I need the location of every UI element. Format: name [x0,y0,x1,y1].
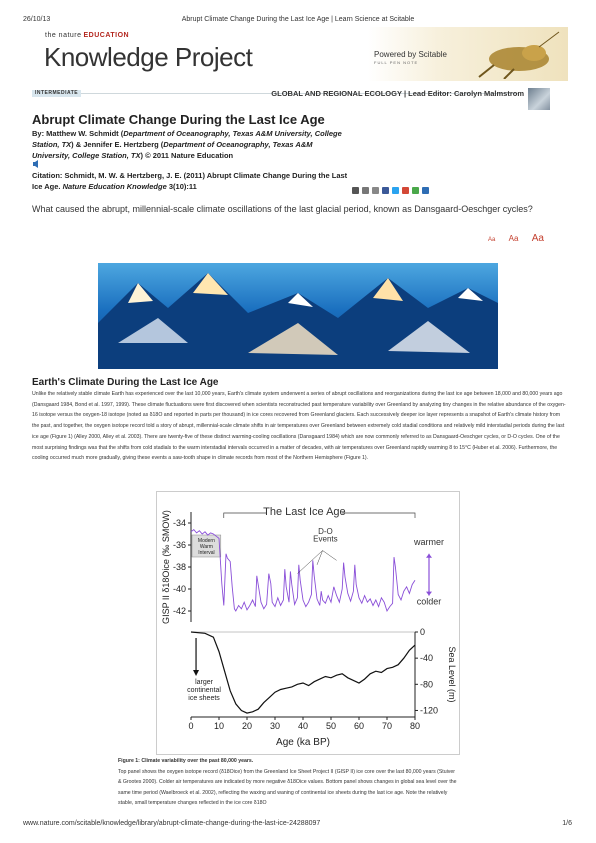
print-page-title: Abrupt Climate Change During the Last Ic… [181,16,415,23]
figure-1: -34 -36 -38 -40 -42 0 -40 -80 -120 0 10 20 30 40 50 6… [156,491,460,755]
article-title: Abrupt Climate Change During the Last Ic… [32,112,325,127]
twitter-icon[interactable] [392,187,399,194]
do-pointer-2 [322,550,337,561]
meta-rule [32,93,518,94]
x-axis-label: Age (ka BP) [276,737,330,748]
do-pointer-1 [316,550,323,565]
warmer-label: warmer [413,537,444,547]
upper-ylabel: GISP II δ18Oice (‰ SMOW) [161,510,171,624]
audio-icon[interactable] [32,160,40,168]
delicious-icon[interactable] [422,187,429,194]
font-small-button[interactable]: Aa [487,237,496,243]
isotope-series-line [190,528,416,613]
level-badge: INTERMEDIATE [32,90,81,97]
caption-label: Figure 1: Climate variability over the p… [118,758,254,764]
lower-tick-label-1: -40 [420,653,433,663]
section-heading: Earth's Climate During the Last Ice Age [32,377,219,388]
climate-chart: -34 -36 -38 -40 -42 0 -40 -80 -120 0 10 20 30 40 50 6… [161,506,457,748]
subject-link[interactable]: GLOBAL AND REGIONAL ECOLOGY [271,89,402,98]
modern-label-2: Warm [200,544,213,550]
footer-page-number: 1/6 [562,820,572,827]
x-tick-label-0: 0 [188,721,193,731]
lead-editor[interactable]: Lead Editor: Carolyn Malmstrom [408,89,524,98]
subject-line: GLOBAL AND REGIONAL ECOLOGY | Lead Edito… [271,89,524,98]
lower-tick-label-3: -120 [420,705,438,715]
upper-tick-label-3: -40 [173,584,186,594]
section-paragraph: Unlike the relatively stable climate Ear… [32,391,566,462]
x-axis: 0 10 20 30 40 50 60 70 80 [188,716,420,731]
email-icon[interactable] [372,187,379,194]
x-tick-label-1: 10 [214,721,224,731]
x-tick-label-5: 50 [326,721,336,731]
editor-avatar[interactable] [528,88,550,110]
mountain-illustration [98,273,498,369]
x-tick-label-4: 40 [298,721,308,731]
modern-label-3: Interval [198,550,214,556]
upper-panel: -34 -36 -38 -40 -42 [173,508,432,622]
article-authors: By: Matthew W. Schmidt (Department of Oc… [32,129,342,160]
brand-small: the nature EDUCATION [45,32,130,39]
lead-question: What caused the abrupt, millennial-scale… [32,204,533,214]
print-icon[interactable] [362,187,369,194]
do-label-line2: Events [313,535,337,544]
do-label-line1: D-O [318,527,333,536]
colder-label: colder [417,596,442,606]
powered-sub: FULL PEN NOTE [374,60,419,65]
x-tick-label-2: 20 [242,721,252,731]
lower-tick-label-2: -80 [420,679,433,689]
last-ice-age-label: The Last Ice Age [263,506,346,518]
x-tick-label-6: 60 [354,721,364,731]
glacier-aerial-photo [98,263,498,369]
lower-tick-label-0: 0 [420,627,425,637]
x-tick-label-8: 80 [410,721,420,731]
upper-tick-label-0: -34 [173,518,186,528]
footer-url: www.nature.com/scitable/knowledge/librar… [23,820,321,827]
site-banner[interactable]: the nature EDUCATION Knowledge Project P… [32,27,568,81]
brand-title: Knowledge Project [44,42,253,72]
author2-affiliation: Department of Oceanography, Texas A&M Un… [32,140,313,160]
modern-label-1: Modern [198,538,215,544]
facebook-icon[interactable] [382,187,389,194]
x-tick-label-3: 30 [270,721,280,731]
font-medium-button[interactable]: Aa [508,234,519,243]
font-size-controls: Aa Aa Aa [488,228,544,246]
lower-panel: 0 -40 -80 -120 [190,627,438,717]
figure-caption: Figure 1: Climate variability over the p… [118,756,458,809]
share-icon[interactable] [412,187,419,194]
font-large-button[interactable]: Aa [531,233,544,244]
arrow-head-down [426,591,432,596]
article-citation: Citation: Schmidt, M. W. & Hertzberg, J.… [32,171,348,191]
lower-ylabel: Sea Level (m) [447,646,457,702]
bracket-label-bg [266,508,343,518]
sea-level-series-line [190,631,416,714]
share-toolbar [352,181,432,199]
print-date: 26/10/13 [23,16,51,23]
grasshopper-logo [478,31,560,79]
upper-tick-label-1: -36 [173,540,186,550]
caption-text: Top panel shows the oxygen isotope recor… [118,768,457,807]
author1-affiliation: Department of Oceanography, Texas A&M Un… [32,129,342,149]
larger-label-3: ice sheets [188,695,220,702]
google-plus-icon[interactable] [402,187,409,194]
arrow-head-up [426,553,432,558]
upper-tick-label-2: -38 [173,562,186,572]
modern-interval-box [191,534,222,558]
x-tick-label-7: 70 [382,721,392,731]
ice-sheet-arrow-head [193,670,200,676]
powered-by: Powered by Scitable [374,50,447,59]
larger-label-1: larger [195,679,214,686]
do-pointer-0 [297,550,323,574]
upper-tick-label-4: -42 [173,606,186,616]
larger-label-2: continental [187,687,221,694]
bookmark-icon[interactable] [352,187,359,194]
